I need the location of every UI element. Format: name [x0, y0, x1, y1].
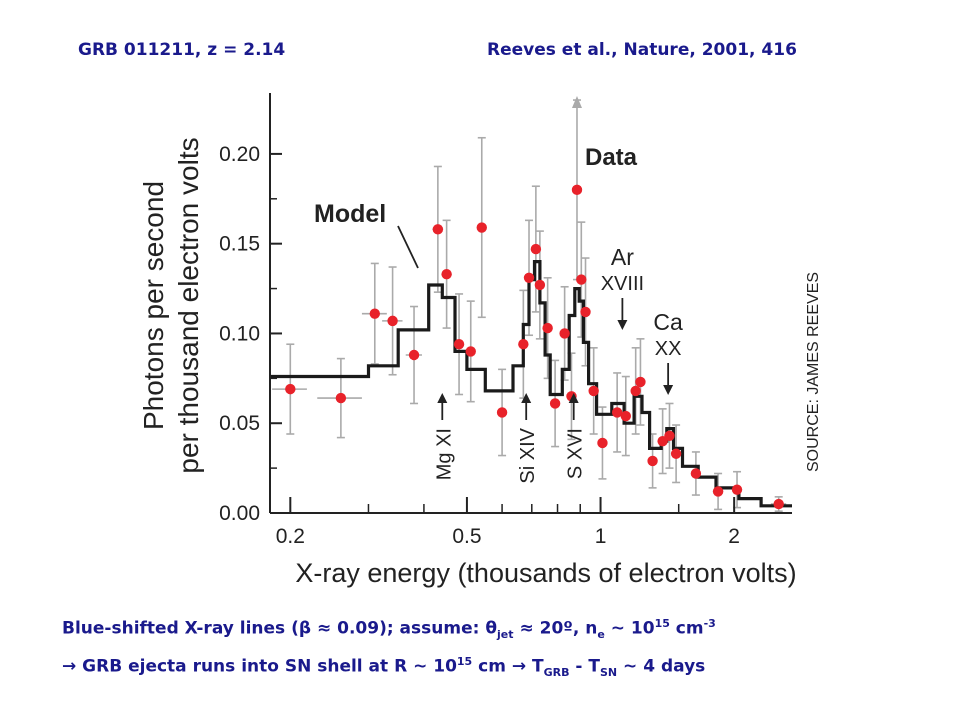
data-point-16: [549, 398, 561, 409]
data-point-6: [441, 269, 452, 280]
data-point-32: [690, 468, 702, 479]
line-marker-label-1: Si XIV: [517, 427, 539, 483]
y-tick-label-4: 0.20: [219, 143, 260, 166]
data-point-35: [773, 498, 784, 510]
model-label: Model: [314, 200, 386, 228]
data-point-23: [597, 437, 608, 449]
line-marker-label-top-4: Ca: [653, 309, 683, 335]
data-point-17: [559, 328, 570, 339]
annotations-layer: Data Model SOURCE: JAMES REEVES Mg XI Si XIV…: [314, 144, 822, 484]
x-tick-label-1: 0.5: [452, 525, 481, 548]
x-axis-title: X-ray energy (thousands of electron volt…: [295, 558, 796, 588]
data-point-25: [620, 410, 631, 422]
axes-layer: 0.00 0.05 0.10 0.15 0.20 0.2 0.5 1 2 X-ray energy…: [138, 93, 797, 588]
data-point-3: [387, 315, 398, 327]
line-marker-label-bottom-3: XVIII: [601, 273, 644, 295]
caption-line-2: → GRB ejecta runs into SN shell at R ~ 1…: [62, 655, 706, 680]
header-right-reference: Reeves et al., Nature, 2001, 416: [487, 40, 797, 60]
data-point-27: [635, 376, 646, 388]
x-tick-label-3: 2: [728, 525, 740, 548]
upper-limit-arrow: [571, 96, 582, 108]
y-tick-label-1: 0.05: [219, 412, 260, 435]
y-tick-label-0: 0.00: [219, 502, 260, 525]
data-point-7: [453, 339, 465, 350]
data-point-24: [611, 407, 623, 418]
data-point-8: [465, 346, 476, 357]
y-tick-label-3: 0.15: [219, 233, 260, 256]
data-point-14: [534, 279, 546, 291]
data-point-28: [647, 455, 658, 467]
data-point-30: [664, 430, 675, 441]
line-marker-label-0: Mg XI: [433, 428, 455, 480]
line-marker-arrow-0-head: [437, 393, 448, 403]
data-point-11: [518, 339, 529, 350]
line-marker-label-bottom-4: XX: [655, 338, 682, 360]
data-points-layer: [285, 184, 784, 510]
data-point-20: [576, 274, 587, 285]
line-marker-arrow-3-head: [617, 320, 628, 330]
y-axis-title-line-2: per thousand electron volts: [173, 137, 204, 473]
data-point-33: [712, 486, 724, 497]
data-point-0: [285, 383, 296, 395]
data-point-1: [335, 392, 347, 404]
line-marker-label-top-3: Ar: [611, 244, 634, 270]
y-tick-label-2: 0.10: [219, 322, 260, 345]
data-point-21: [580, 306, 591, 318]
data-point-22: [588, 385, 599, 397]
x-tick-label-0: 0.2: [276, 525, 305, 548]
data-label: Data: [585, 144, 638, 171]
data-point-4: [408, 349, 420, 361]
data-point-31: [670, 448, 682, 459]
y-axis-title-line-1: Photons per second: [138, 181, 169, 430]
line-marker-label-2: S XVI: [565, 428, 587, 479]
data-point-26: [630, 385, 641, 397]
data-point-15: [542, 322, 553, 334]
data-point-10: [496, 407, 508, 418]
line-marker-arrow-4-head: [663, 385, 674, 395]
caption-line-1: Blue-shifted X-ray lines (β ≈ 0.09); ass…: [62, 617, 716, 642]
data-point-5: [432, 224, 444, 235]
data-point-19: [571, 184, 583, 196]
line-marker-arrow-1-head: [521, 393, 532, 403]
header-left-title: GRB 011211, z = 2.14: [78, 40, 286, 60]
data-point-12: [523, 272, 535, 283]
data-point-9: [476, 222, 487, 233]
source-credit: SOURCE: JAMES REEVES: [805, 272, 822, 472]
x-tick-label-2: 1: [595, 525, 607, 548]
line-marker-arrow-2-head: [568, 393, 579, 403]
data-point-2: [369, 308, 380, 319]
model-label-pointer: [397, 225, 419, 269]
data-point-34: [731, 484, 743, 495]
data-point-13: [530, 243, 542, 255]
